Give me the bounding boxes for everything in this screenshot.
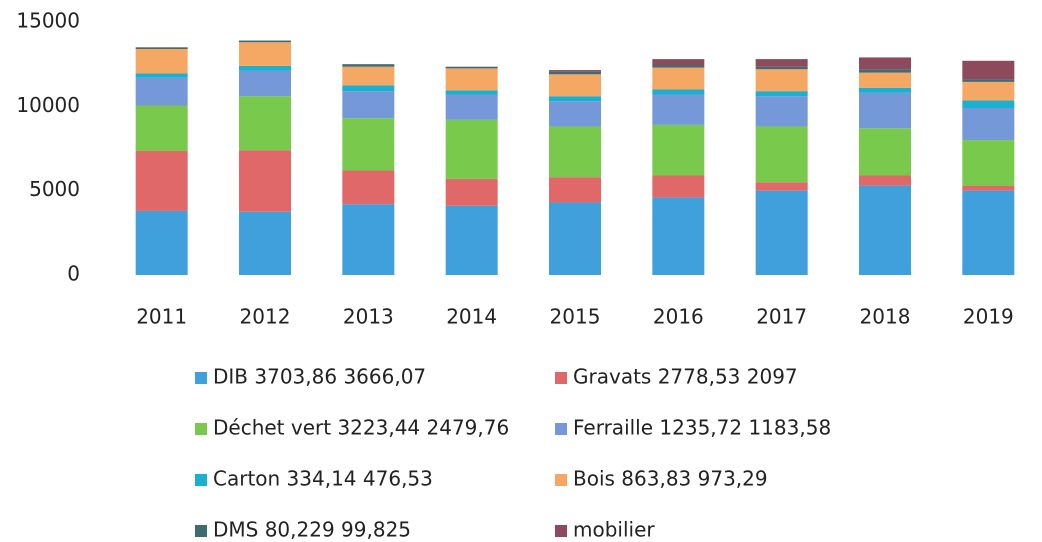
bar-segment: [859, 69, 911, 73]
bar-segment: [135, 210, 188, 275]
bar-segment: [652, 124, 705, 176]
bar-segment: [962, 108, 1015, 141]
bar-segment: [445, 119, 498, 179]
bar-segment: [239, 211, 291, 275]
bar-segment: [549, 71, 601, 75]
legend-swatch: [195, 372, 207, 384]
x-tick-label: 2014: [446, 305, 497, 329]
y-tick-label: 10000: [16, 93, 80, 117]
bar-segment: [549, 101, 601, 127]
y-tick-label: 15000: [16, 9, 80, 33]
bar-segment: [342, 85, 395, 92]
legend-label: Bois 863,83 973,29: [573, 467, 768, 491]
bar-segment: [755, 182, 808, 191]
bar-segment: [652, 59, 705, 66]
bar-segment: [239, 65, 291, 71]
bar-segment: [135, 73, 188, 78]
y-tick-label: 0: [67, 262, 80, 286]
bar-segment: [135, 47, 188, 49]
bar-segment: [652, 65, 705, 68]
bar-segment: [962, 60, 1015, 80]
x-tick-label: 2011: [136, 305, 187, 329]
bar-segment: [755, 69, 808, 92]
legend-label: Gravats 2778,53 2097: [573, 365, 798, 389]
legend-swatch: [195, 423, 207, 435]
bar-segment: [755, 91, 808, 97]
x-tick-label: 2019: [963, 305, 1014, 329]
legend-swatch: [555, 372, 567, 384]
legend-label: Carton 334,14 476,53: [213, 467, 433, 491]
bar-segment: [549, 96, 601, 102]
bar-segment: [342, 204, 395, 275]
bar-segment: [755, 126, 808, 183]
legend-swatch: [195, 525, 207, 537]
bar-segment: [962, 185, 1015, 191]
x-tick-label: 2018: [860, 305, 911, 329]
bar-segment: [859, 87, 911, 93]
bar-segment: [135, 77, 188, 106]
bar-segment: [755, 66, 808, 70]
bar-segment: [445, 90, 498, 95]
legend-label: Déchet vert 3223,44 2479,76: [213, 416, 509, 440]
bar-segment: [445, 68, 498, 91]
bar-segment: [445, 178, 498, 206]
legend-label: DIB 3703,86 3666,07: [213, 365, 426, 389]
bar-segment: [135, 105, 188, 152]
bar-segment: [962, 100, 1015, 109]
bar-segment: [135, 151, 188, 211]
bar-segment: [859, 57, 911, 70]
bar-segment: [859, 72, 911, 88]
bar-segment: [859, 128, 911, 176]
legend-label: mobilier: [573, 518, 655, 542]
x-tick-label: 2012: [240, 305, 291, 329]
bar-segment: [652, 67, 705, 90]
bar-segment: [859, 175, 911, 186]
legend-swatch: [195, 474, 207, 486]
legend-swatch: [555, 423, 567, 435]
bar-segment: [239, 42, 291, 66]
legend-swatch: [555, 474, 567, 486]
bar-segment: [962, 81, 1015, 101]
x-tick-label: 2013: [343, 305, 394, 329]
bar-segment: [755, 190, 808, 275]
bar-segment: [755, 59, 808, 67]
x-tick-label: 2015: [550, 305, 601, 329]
bar-segment: [239, 40, 291, 43]
bar-segment: [549, 177, 601, 203]
bar-segment: [342, 118, 395, 171]
x-tick-label: 2016: [653, 305, 704, 329]
bar-segment: [445, 94, 498, 120]
bar-segment: [239, 70, 291, 97]
bar-segment: [549, 126, 601, 178]
bar-segment: [239, 150, 291, 212]
bar-segment: [962, 79, 1015, 82]
bar-segment: [135, 48, 188, 74]
bar-segment: [342, 170, 395, 205]
bar-segment: [549, 74, 601, 97]
legend-swatch: [555, 525, 567, 537]
bar-segment: [445, 205, 498, 275]
x-tick-label: 2017: [756, 305, 807, 329]
bar-segment: [652, 175, 705, 198]
legend-label: Ferraille 1235,72 1183,58: [573, 416, 831, 440]
bar-segment: [755, 96, 808, 127]
bar-segment: [652, 94, 705, 125]
bar-segment: [342, 91, 395, 119]
legend-label: DMS 80,229 99,825: [213, 518, 411, 542]
bar-segment: [652, 197, 705, 275]
bar-segment: [962, 140, 1015, 186]
bar-segment: [859, 185, 911, 275]
bar-segment: [549, 202, 601, 275]
bar-segment: [962, 190, 1015, 275]
bar-segment: [859, 92, 911, 129]
y-tick-label: 5000: [29, 177, 80, 201]
bar-segment: [239, 96, 291, 151]
bar-segment: [652, 89, 705, 95]
bar-segment: [445, 66, 498, 69]
bar-segment: [342, 64, 395, 67]
bar-segment: [549, 70, 601, 72]
bar-segment: [342, 66, 395, 86]
